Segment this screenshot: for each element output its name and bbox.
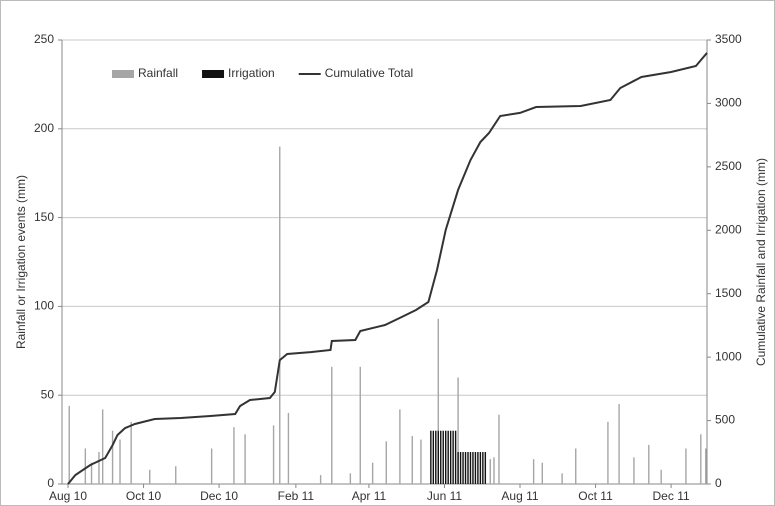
bar xyxy=(449,430,452,484)
bar xyxy=(467,452,469,484)
bar xyxy=(498,414,500,484)
y2-tick-label: 2500 xyxy=(715,159,742,173)
bar xyxy=(437,318,439,484)
bar xyxy=(484,452,487,484)
bar xyxy=(440,430,442,484)
bar xyxy=(532,459,535,484)
bar xyxy=(430,430,432,484)
bar xyxy=(633,457,635,484)
y-tick-label: 250 xyxy=(34,32,54,46)
bar xyxy=(244,434,246,484)
bar xyxy=(457,377,459,484)
bar xyxy=(482,452,484,484)
bar xyxy=(705,448,707,484)
y-tick-label: 0 xyxy=(47,476,54,490)
bar xyxy=(469,452,472,484)
bar xyxy=(442,430,444,484)
y2-tick-label: 1500 xyxy=(715,286,742,300)
bar xyxy=(607,421,609,484)
bar xyxy=(349,473,352,484)
bar xyxy=(272,425,275,484)
legend-label: Cumulative Total xyxy=(325,66,414,80)
x-tick-label: Apr 11 xyxy=(352,489,387,503)
bar xyxy=(359,366,361,484)
bar xyxy=(479,452,482,484)
bar xyxy=(618,404,620,484)
bar xyxy=(371,462,374,484)
y-tick-label: 150 xyxy=(34,210,54,224)
bar xyxy=(575,448,577,484)
bar xyxy=(149,469,151,484)
bar xyxy=(685,448,687,484)
y2-tick-label: 2000 xyxy=(715,222,742,236)
bar xyxy=(84,448,87,484)
bar xyxy=(98,452,100,484)
bar xyxy=(493,457,495,484)
bar xyxy=(90,462,93,484)
legend-swatch xyxy=(202,70,225,78)
bar xyxy=(541,462,543,484)
bar xyxy=(101,409,104,484)
bar xyxy=(119,439,121,484)
bar xyxy=(445,430,447,484)
legend-swatch xyxy=(112,70,134,78)
y2-tick-label: 0 xyxy=(715,476,722,490)
bar xyxy=(233,427,235,484)
bar xyxy=(279,146,281,484)
x-tick-label: Oct 11 xyxy=(578,489,613,503)
bar xyxy=(700,434,702,484)
bar xyxy=(399,409,401,484)
bar xyxy=(489,459,491,484)
bar xyxy=(331,366,333,484)
bar xyxy=(447,430,449,484)
y2-tick-label: 1000 xyxy=(715,349,742,363)
y-tick-label: 200 xyxy=(34,121,54,135)
legend-label: Irrigation xyxy=(228,66,275,80)
bar xyxy=(472,452,474,484)
cumulative-line xyxy=(67,52,708,485)
bar xyxy=(437,430,439,484)
x-tick-label: Aug 11 xyxy=(501,489,538,503)
bar xyxy=(462,452,464,484)
bar xyxy=(432,430,435,484)
x-tick-label: Feb 11 xyxy=(278,489,315,503)
x-tick-label: Aug 10 xyxy=(49,489,87,503)
legend-label: Rainfall xyxy=(138,66,178,80)
y-tick-label: 100 xyxy=(34,299,54,313)
y-axis-title: Rainfall or Irrigation events (mm) xyxy=(14,175,28,349)
bar xyxy=(420,439,422,484)
y2-tick-label: 500 xyxy=(715,413,735,427)
bar xyxy=(175,466,177,484)
bar xyxy=(435,430,437,484)
bar xyxy=(474,452,477,484)
bar xyxy=(561,473,563,484)
x-tick-label: Jun 11 xyxy=(427,489,462,503)
bar xyxy=(452,430,454,484)
bar xyxy=(385,441,387,484)
bar xyxy=(464,452,467,484)
bar xyxy=(210,448,213,484)
bar xyxy=(454,430,457,484)
y2-tick-label: 3000 xyxy=(715,96,742,110)
bar xyxy=(287,412,290,484)
bar xyxy=(648,444,650,484)
y2-tick-label: 3500 xyxy=(715,32,742,46)
bar xyxy=(68,405,70,484)
bar xyxy=(130,421,132,484)
bar xyxy=(477,452,479,484)
x-tick-label: Oct 10 xyxy=(126,489,162,503)
bar xyxy=(319,475,322,484)
x-tick-label: Dec 11 xyxy=(653,489,690,503)
y-tick-label: 50 xyxy=(41,387,55,401)
y2-axis-title: Cumulative Rainfall and Irrigation (mm) xyxy=(754,158,768,366)
bar xyxy=(457,452,459,484)
bar xyxy=(411,436,413,484)
bar xyxy=(459,452,462,484)
bar xyxy=(660,469,662,484)
x-tick-label: Dec 10 xyxy=(200,489,238,503)
bar xyxy=(111,430,114,484)
